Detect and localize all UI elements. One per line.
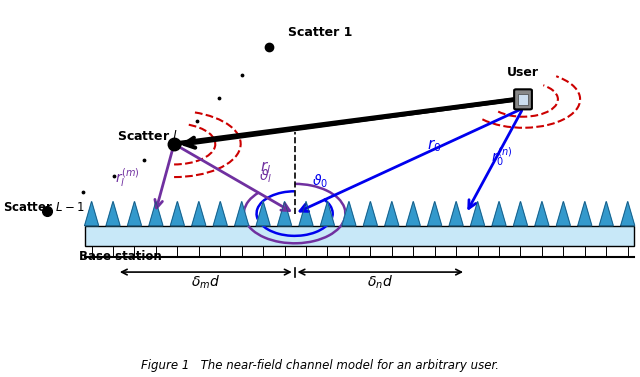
Text: Base station: Base station [79,250,162,263]
Text: Figure 1   The near-field channel model for an arbitrary user.: Figure 1 The near-field channel model fo… [141,359,499,372]
Polygon shape [492,201,506,226]
Polygon shape [578,201,592,226]
Text: $\vartheta_l$: $\vartheta_l$ [259,167,273,185]
Polygon shape [192,201,206,226]
Polygon shape [106,201,120,226]
Polygon shape [127,201,141,226]
Text: Scatter $L-1$: Scatter $L-1$ [3,201,84,214]
Text: $r_0^{(n)}$: $r_0^{(n)}$ [492,145,513,168]
Polygon shape [299,201,313,226]
Polygon shape [235,201,249,226]
Polygon shape [342,201,356,226]
Polygon shape [470,201,484,226]
FancyBboxPatch shape [514,89,532,109]
Polygon shape [556,201,570,226]
Polygon shape [364,201,378,226]
Polygon shape [535,201,549,226]
Polygon shape [278,201,292,226]
Polygon shape [513,201,527,226]
Polygon shape [213,201,227,226]
Polygon shape [170,201,184,226]
Text: $r_l^{(m)}$: $r_l^{(m)}$ [115,167,139,190]
Text: $\delta_m d$: $\delta_m d$ [191,274,220,291]
Text: $\delta_n d$: $\delta_n d$ [367,274,393,291]
Polygon shape [406,201,420,226]
Polygon shape [149,201,163,226]
Text: $r_l$: $r_l$ [260,159,271,176]
Text: User: User [507,66,539,79]
Polygon shape [621,201,635,226]
Polygon shape [84,201,99,226]
Polygon shape [599,201,613,226]
Text: $\vartheta_0$: $\vartheta_0$ [312,173,328,190]
Bar [85,226,634,246]
Polygon shape [256,201,270,226]
FancyBboxPatch shape [518,94,528,105]
Polygon shape [385,201,399,226]
Polygon shape [449,201,463,226]
Text: Scatter $l$: Scatter $l$ [117,129,178,144]
Polygon shape [321,201,335,226]
Polygon shape [428,201,442,226]
Text: $r_0$: $r_0$ [427,137,442,154]
Text: Scatter 1: Scatter 1 [288,26,353,39]
